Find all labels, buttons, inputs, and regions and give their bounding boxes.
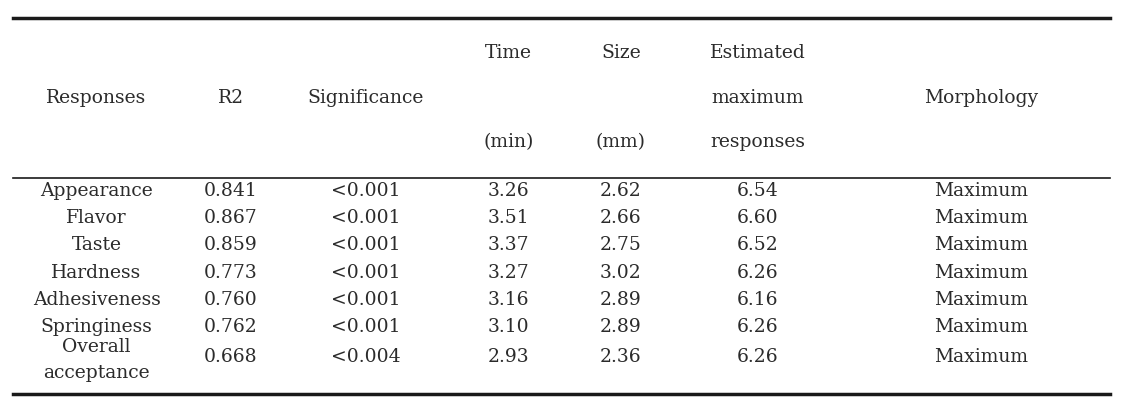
Text: 2.36: 2.36 — [600, 348, 641, 366]
Text: Maximum: Maximum — [934, 290, 1029, 308]
Text: Responses: Responses — [46, 89, 147, 106]
Text: <0.001: <0.001 — [330, 318, 400, 336]
Text: Time: Time — [485, 44, 532, 62]
Text: 6.26: 6.26 — [737, 264, 778, 282]
Text: Size: Size — [601, 44, 641, 62]
Text: 2.66: 2.66 — [600, 209, 641, 227]
Text: Appearance: Appearance — [40, 182, 153, 200]
Text: 3.16: 3.16 — [489, 290, 530, 308]
Text: 3.27: 3.27 — [489, 264, 530, 282]
Text: Hardness: Hardness — [52, 264, 141, 282]
Text: 2.75: 2.75 — [600, 236, 642, 255]
Text: Maximum: Maximum — [934, 318, 1029, 336]
Text: 0.841: 0.841 — [204, 182, 258, 200]
Text: maximum: maximum — [711, 89, 804, 106]
Text: Taste: Taste — [72, 236, 121, 255]
Text: acceptance: acceptance — [44, 364, 149, 382]
Text: <0.001: <0.001 — [330, 209, 400, 227]
Text: <0.001: <0.001 — [330, 290, 400, 308]
Text: R2: R2 — [218, 89, 244, 106]
Text: 0.867: 0.867 — [204, 209, 258, 227]
Text: 6.54: 6.54 — [737, 182, 778, 200]
Text: (mm): (mm) — [596, 133, 646, 151]
Text: <0.001: <0.001 — [330, 264, 400, 282]
Text: 6.26: 6.26 — [737, 348, 778, 366]
Text: 2.62: 2.62 — [600, 182, 641, 200]
Text: 0.859: 0.859 — [204, 236, 258, 255]
Text: <0.004: <0.004 — [330, 348, 400, 366]
Text: Morphology: Morphology — [924, 89, 1039, 106]
Text: <0.001: <0.001 — [330, 182, 400, 200]
Text: responses: responses — [710, 133, 805, 151]
Text: Flavor: Flavor — [66, 209, 127, 227]
Text: Maximum: Maximum — [934, 264, 1029, 282]
Text: 3.26: 3.26 — [489, 182, 530, 200]
Text: Maximum: Maximum — [934, 182, 1029, 200]
Text: 0.668: 0.668 — [204, 348, 258, 366]
Text: Adhesiveness: Adhesiveness — [33, 290, 161, 308]
Text: Springiness: Springiness — [40, 318, 153, 336]
Text: 2.93: 2.93 — [489, 348, 530, 366]
Text: 6.60: 6.60 — [737, 209, 778, 227]
Text: 2.89: 2.89 — [600, 290, 641, 308]
Text: <0.001: <0.001 — [330, 236, 400, 255]
Text: 3.37: 3.37 — [489, 236, 530, 255]
Text: 0.762: 0.762 — [204, 318, 258, 336]
Text: Maximum: Maximum — [934, 236, 1029, 255]
Text: 3.10: 3.10 — [489, 318, 530, 336]
Text: 0.760: 0.760 — [204, 290, 258, 308]
Text: Maximum: Maximum — [934, 209, 1029, 227]
Text: Overall: Overall — [63, 338, 131, 356]
Text: 6.26: 6.26 — [737, 318, 778, 336]
Text: Estimated: Estimated — [710, 44, 805, 62]
Text: 6.52: 6.52 — [737, 236, 778, 255]
Text: Maximum: Maximum — [934, 348, 1029, 366]
Text: 6.16: 6.16 — [737, 290, 778, 308]
Text: Significance: Significance — [308, 89, 423, 106]
Text: 3.02: 3.02 — [600, 264, 641, 282]
Text: 3.51: 3.51 — [489, 209, 530, 227]
Text: (min): (min) — [484, 133, 535, 151]
Text: 0.773: 0.773 — [204, 264, 258, 282]
Text: 2.89: 2.89 — [600, 318, 641, 336]
